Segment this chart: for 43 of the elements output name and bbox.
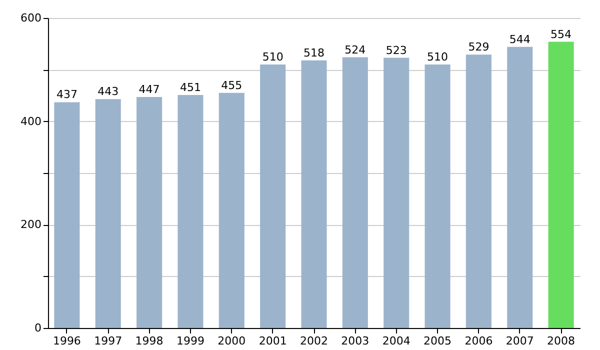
data-label: 518: [304, 46, 324, 60]
y-tick-label: 400: [20, 114, 42, 128]
x-tick-label: 2002: [300, 334, 328, 348]
bar: [136, 97, 162, 328]
y-tick-label: 0: [34, 322, 42, 334]
bar: [466, 54, 492, 328]
y-tick-label: 600: [20, 12, 42, 24]
x-tick-label: 1999: [176, 334, 204, 348]
x-tick-label: 2004: [382, 334, 410, 348]
bar: [178, 94, 204, 328]
data-label: 524: [344, 43, 366, 56]
data-label: 447: [138, 83, 160, 96]
data-label: 443: [98, 85, 119, 98]
x-tick-label: 2005: [424, 334, 452, 348]
data-label: 437: [56, 88, 78, 102]
data-label: 529: [468, 40, 490, 54]
data-label: 544: [509, 32, 530, 46]
x-tick-label: 1997: [94, 334, 122, 348]
x-tick-label: 2008: [547, 334, 576, 348]
x-tick-label: 1998: [135, 334, 164, 348]
bar: [218, 92, 244, 328]
bar: [384, 58, 410, 328]
x-tick-label: 2007: [506, 334, 534, 348]
x-tick-label: 2003: [341, 334, 370, 348]
data-label: 510: [427, 50, 448, 64]
bar: [301, 60, 327, 328]
bar: [342, 57, 368, 328]
data-label: 451: [180, 80, 201, 94]
data-label: 455: [221, 78, 242, 92]
x-tick-label: 2000: [218, 334, 246, 348]
x-tick-label: 2001: [258, 334, 287, 348]
bar: [548, 42, 574, 328]
bar: [54, 102, 80, 328]
bar: [260, 64, 286, 328]
bar: [95, 99, 121, 328]
data-label: 510: [262, 50, 284, 64]
bar: [424, 64, 450, 328]
bar: [507, 46, 533, 328]
y-tick-label: 200: [20, 218, 42, 232]
x-tick-label: 1996: [52, 334, 81, 348]
x-tick-label: 2006: [464, 334, 493, 348]
data-label: 554: [550, 28, 572, 41]
data-label: 523: [386, 44, 407, 57]
